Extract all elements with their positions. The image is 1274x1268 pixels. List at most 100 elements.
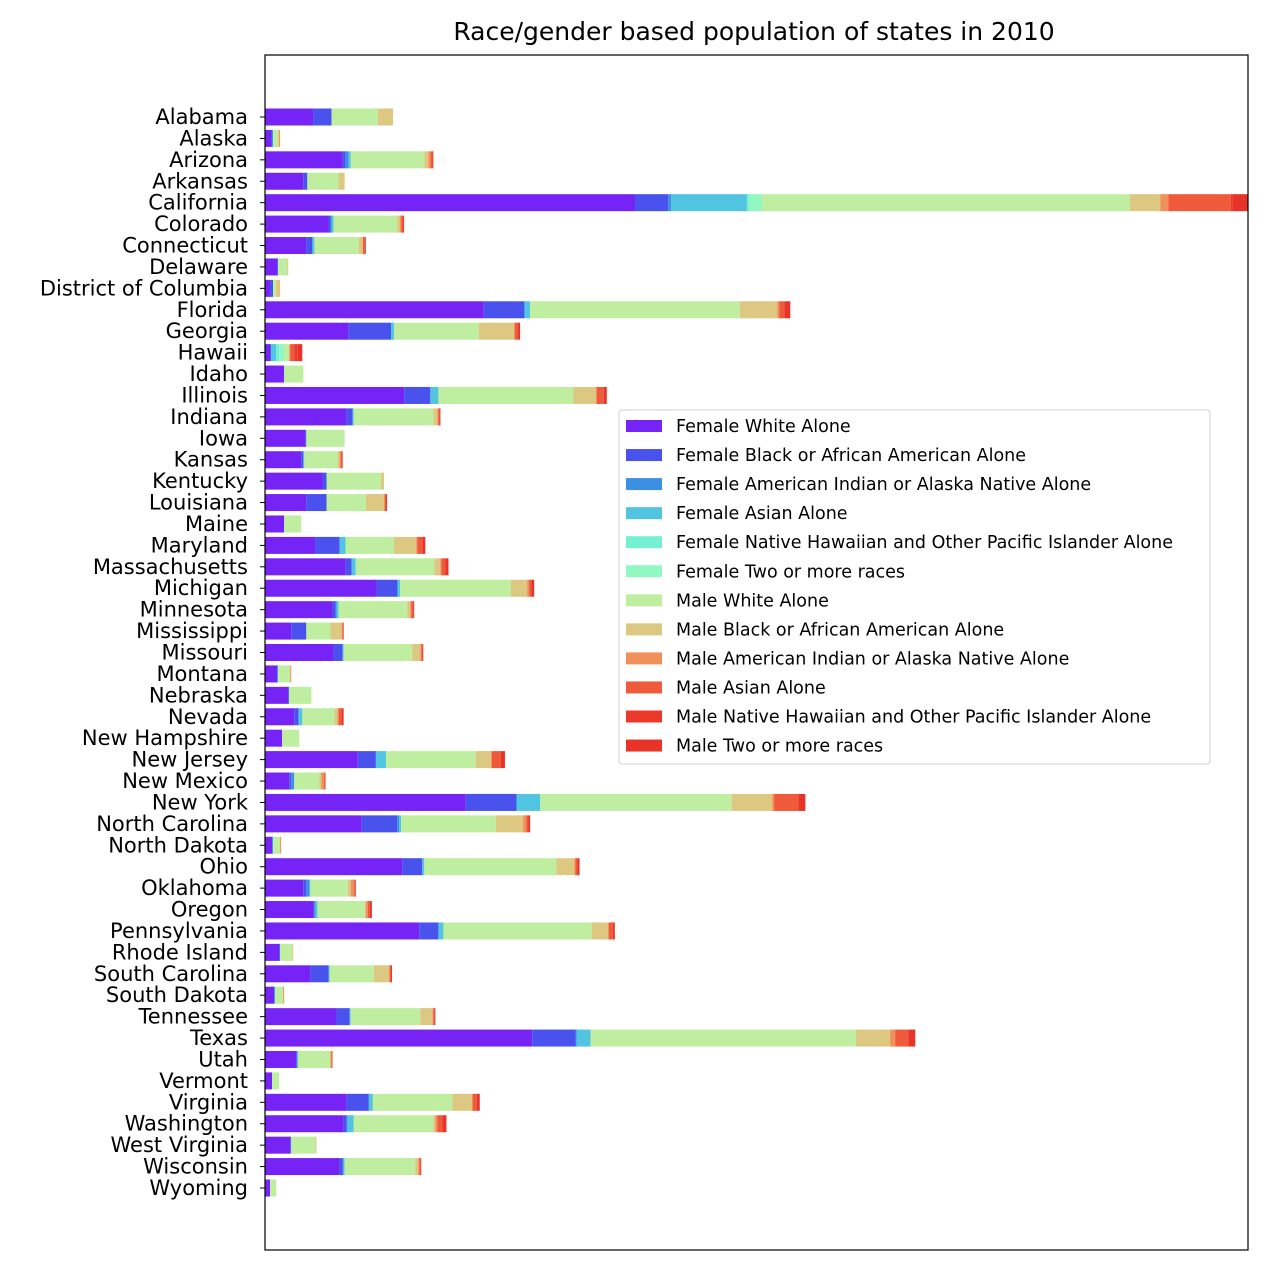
bar-segment: [302, 708, 335, 726]
bar-segment: [355, 558, 435, 576]
bar-segment: [265, 151, 343, 169]
bar-segment: [337, 708, 339, 726]
bar-segment: [364, 901, 366, 919]
bar-segment: [313, 108, 332, 126]
bar-segment: [385, 494, 387, 512]
bar-segment: [798, 793, 806, 811]
bar-segment: [284, 515, 302, 533]
bar-segment: [420, 1158, 422, 1176]
bar-segment: [265, 815, 362, 833]
bar-segment: [265, 494, 307, 512]
bar-segment: [307, 172, 339, 190]
bar-segment: [272, 836, 274, 854]
legend-swatch: [626, 536, 662, 549]
bar-segment: [528, 815, 531, 833]
bar-segment: [265, 558, 346, 576]
bar-segment: [357, 751, 376, 769]
bar-segment: [413, 601, 415, 619]
bar-segment: [332, 601, 336, 619]
bar-segment: [575, 858, 578, 876]
bar-segment: [341, 451, 343, 469]
bar-segment: [855, 1029, 891, 1047]
bar-segment: [420, 1008, 433, 1026]
bar-segment: [432, 1008, 434, 1026]
bar-segment: [422, 536, 426, 554]
bar-segment: [596, 386, 604, 404]
y-tick-label: Wyoming: [149, 1176, 248, 1200]
bar-segment: [270, 279, 274, 297]
bar-segment: [452, 1093, 472, 1111]
bar-segment: [265, 1093, 347, 1111]
bar-segment: [908, 1029, 916, 1047]
bar-segment: [309, 879, 311, 897]
legend-label: Female Black or African American Alone: [676, 446, 1026, 466]
bar-segment: [265, 901, 314, 919]
bar-segment: [368, 1093, 373, 1111]
bar-segment: [265, 1158, 340, 1176]
bar-segment: [432, 151, 434, 169]
bar-segment: [289, 344, 291, 362]
y-tick-label: Texas: [189, 1026, 248, 1050]
bar-segment: [314, 237, 359, 255]
bar-segment: [346, 408, 353, 426]
bar-segment: [326, 472, 381, 490]
bar-segment: [294, 708, 299, 726]
bar-segment: [335, 601, 337, 619]
y-tick-label: Ohio: [199, 855, 248, 879]
bar-segment: [433, 408, 438, 426]
bar-segment: [515, 322, 519, 340]
y-tick-label: South Dakota: [106, 983, 248, 1007]
bar-segment: [671, 194, 747, 212]
bar-segment: [418, 1158, 420, 1176]
bar-segment: [326, 494, 366, 512]
bar-segment: [338, 601, 408, 619]
bar-segment: [573, 386, 596, 404]
y-tick-label: Delaware: [149, 255, 248, 279]
y-tick-label: West Virginia: [111, 1133, 248, 1157]
bar-segment: [397, 579, 399, 597]
bar-segment: [342, 1158, 344, 1176]
bar-segment: [434, 558, 441, 576]
bar-segment: [305, 429, 307, 447]
y-tick-label: Minnesota: [140, 598, 248, 622]
y-tick-label: Tennessee: [138, 1005, 248, 1029]
bar-segment: [603, 386, 607, 404]
legend-label: Male Black or African American Alone: [676, 620, 1004, 640]
bar-segment: [401, 815, 496, 833]
bar-segment: [668, 194, 672, 212]
bar-segment: [577, 858, 580, 876]
bar-segment: [779, 301, 785, 319]
bar-segment: [265, 858, 403, 876]
y-tick-label: Maine: [185, 512, 248, 536]
bar-segment: [275, 986, 284, 1004]
bar-segment: [273, 836, 281, 854]
bar-segment: [412, 644, 421, 661]
bar-segment: [417, 536, 423, 554]
bar-segment: [304, 451, 338, 469]
bar-segment: [362, 237, 365, 255]
bar-segment: [608, 922, 613, 940]
bar-segment: [441, 558, 446, 576]
bar-segment: [315, 536, 340, 554]
plot-frame: [264, 54, 1249, 1251]
y-tick-label: Arizona: [169, 148, 248, 172]
bar-segment: [471, 1093, 473, 1111]
bar-segment: [274, 986, 276, 1004]
y-tick-label: New Jersey: [131, 748, 248, 772]
bar-segment: [330, 215, 332, 233]
bar-segment: [272, 129, 274, 147]
bar-segment: [391, 322, 395, 340]
bar-segment: [400, 579, 511, 597]
bar-segment: [306, 879, 310, 897]
bar-segment: [265, 601, 333, 619]
bar-segment: [265, 793, 466, 811]
bar-segment: [345, 558, 352, 576]
bar-segment: [329, 965, 374, 983]
bar-segment: [265, 429, 306, 447]
bar-segment: [746, 194, 749, 212]
bar-segment: [353, 408, 434, 426]
bar-segment: [435, 1115, 438, 1133]
bar-segment: [265, 215, 329, 233]
y-tick-label: Iowa: [199, 426, 248, 450]
bar-segment: [731, 793, 773, 811]
